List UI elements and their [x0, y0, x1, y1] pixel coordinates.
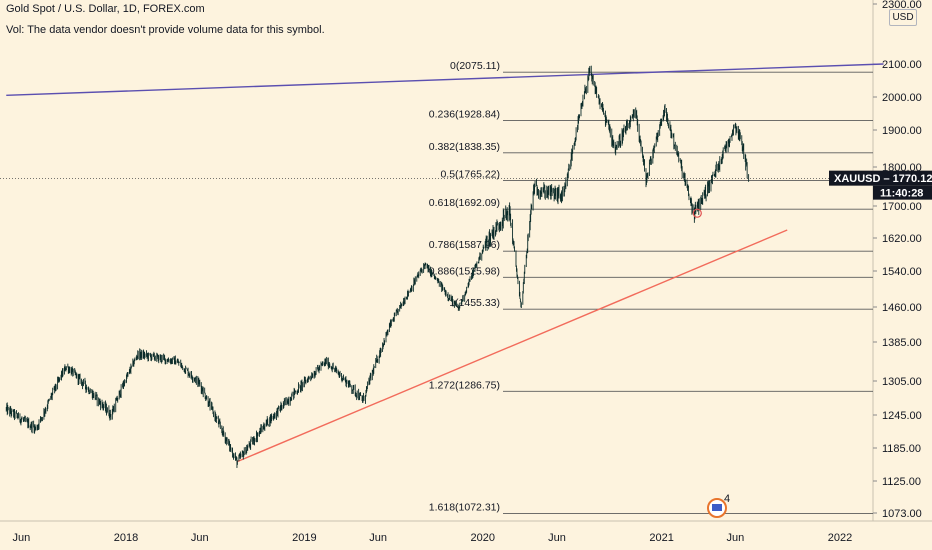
fib-level-label: 0.236(1928.84) [429, 108, 500, 120]
price-axis-label: 1540.00 [882, 266, 922, 278]
fib-level-label: 0(2075.11) [450, 60, 500, 72]
fib-level-label: 0.382(1838.35) [429, 141, 500, 153]
price-axis-label: 1073.00 [882, 508, 922, 520]
symbol-price-tag[interactable] [829, 170, 932, 186]
time-axis-label: Jun [369, 532, 387, 544]
price-axis-label: 1620.00 [882, 233, 922, 245]
fib-level-label: 0.5(1765.22) [440, 169, 500, 181]
symbol-price-tag-text: XAUUSD – 1770.12 [834, 173, 932, 185]
price-axis-label: 1125.00 [882, 476, 921, 488]
price-axis-label: 1185.00 [882, 443, 921, 455]
time-axis-label: 2018 [114, 532, 138, 544]
time-axis-label: Jun [727, 532, 745, 544]
fib-level-label: 0.886(1525.98) [429, 265, 500, 277]
price-axis-label: 1700.00 [882, 201, 922, 213]
fib-level-label: 1(1455.33) [449, 297, 500, 309]
price-axis-label: 1460.00 [882, 302, 922, 314]
time-axis-label: 2021 [649, 532, 673, 544]
currency-button[interactable]: USD [889, 9, 917, 26]
countdown-text: 11:40:28 [880, 188, 923, 200]
price-axis-label: 1385.00 [882, 337, 922, 349]
event-badge-count: 4 [724, 493, 730, 505]
fib-level-label: 0.786(1587.96) [429, 239, 500, 251]
time-axis-label: 2022 [828, 532, 852, 544]
countdown-tag [873, 185, 932, 200]
support-trendline[interactable] [236, 229, 788, 463]
time-axis-label: Jun [191, 532, 209, 544]
price-axis-label: 1245.00 [882, 410, 922, 422]
volume-note: Vol: The data vendor doesn't provide vol… [6, 24, 325, 36]
price-axis-label: 2300.00 [882, 0, 922, 11]
time-axis-label: Jun [548, 532, 566, 544]
candlestick-series [5, 65, 750, 468]
low-marker [692, 208, 702, 218]
time-axis-label: 2020 [471, 532, 495, 544]
time-axis-label: 2019 [292, 532, 316, 544]
fib-level-label: 1.272(1286.75) [429, 379, 500, 391]
price-axis-label: 1900.00 [882, 125, 922, 137]
chart-title: Gold Spot / U.S. Dollar, 1D, FOREX.com [6, 3, 205, 15]
resistance-trendline[interactable] [6, 63, 884, 97]
fib-level-label: 0.618(1692.09) [429, 197, 500, 209]
flag-icon [712, 504, 722, 511]
price-axis-label: 1305.00 [882, 376, 922, 388]
price-axis-label: 2100.00 [882, 59, 922, 71]
time-axis-label: Jun [13, 532, 31, 544]
fib-level-label: 1.618(1072.31) [429, 501, 500, 513]
price-axis-label: 2000.00 [882, 92, 922, 104]
